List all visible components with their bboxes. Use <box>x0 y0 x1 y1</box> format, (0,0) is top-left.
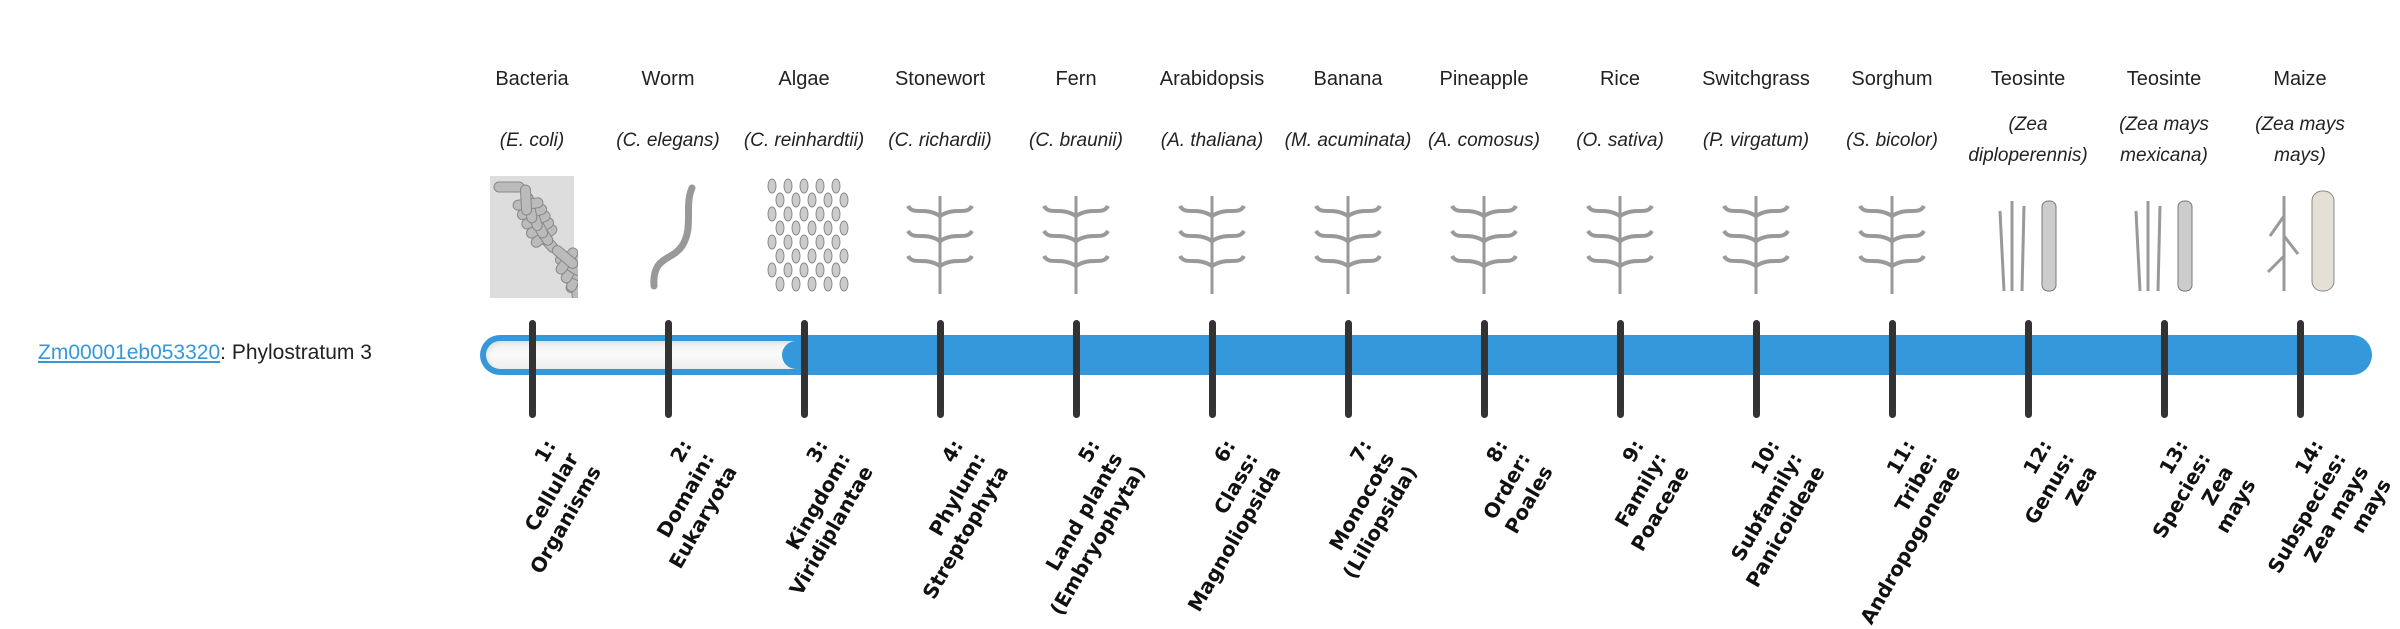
stratum-label-text: 6: Class: Magnoliopsida <box>1182 435 1286 616</box>
organism-common-name: Bacteria <box>495 68 569 90</box>
stratum-label-text: 4: Phylum: Streptophyta <box>917 435 1014 604</box>
stonewort-icon <box>906 196 974 294</box>
organism-scientific-name: (A. thaliana) <box>1160 129 1264 151</box>
stratum-tick <box>1072 320 1080 418</box>
organism-scientific-name: (P. virgatum) <box>1702 129 1810 151</box>
organism-common-name: Algae <box>778 68 830 90</box>
organism-scientific-name: (A. comosus) <box>1428 129 1540 151</box>
stratum-label-text: 3: Kingdom: Viridiplantae <box>780 435 878 600</box>
worm-icon <box>650 184 696 290</box>
stratum-label-text: 2: Domain: Eukaryota <box>651 435 742 573</box>
fern-icon <box>1042 196 1110 294</box>
stratum-tick <box>1208 320 1216 418</box>
stratum-tick <box>1616 320 1624 418</box>
stratum-tick <box>2024 320 2032 418</box>
stratum-label-text: 11: Tribe: Andropogoneae <box>1855 435 1966 629</box>
stratum-tick <box>1752 320 1760 418</box>
stratum-tick <box>1480 320 1488 418</box>
organism-common-name: Maize <box>2273 68 2327 90</box>
arabidopsis-icon <box>1178 196 1246 294</box>
organism-scientific-name: (O. sativa) <box>1576 129 1664 151</box>
stratum-label-text: 7: Monocots (Liliopsida) <box>1323 435 1422 583</box>
organism-common-name: Worm <box>641 68 695 90</box>
organism-scientific-name: (Zea mays mays) <box>2255 114 2345 166</box>
organism-common-name: Sorghum <box>1851 68 1933 90</box>
organism-common-name: Fern <box>1055 68 1097 90</box>
stratum-tick <box>936 320 944 418</box>
rice-icon <box>1586 196 1654 294</box>
bacteria-icon <box>490 176 578 298</box>
stratum-tick <box>528 320 536 418</box>
organism-common-name: Teosinte <box>2126 68 2202 90</box>
organism-scientific-name: (Zea mays mexicana) <box>2119 114 2209 166</box>
organism-common-name: Rice <box>1599 68 1640 90</box>
stratum-label-text: 9: Family: Poaceae <box>1609 435 1694 556</box>
stratum-label-text: 8: Order: Poales <box>1477 435 1558 538</box>
organism-scientific-name: (Zea diploperennis) <box>1968 114 2088 166</box>
maize-icon <box>2266 190 2335 292</box>
organism-scientific-name: (C. elegans) <box>616 129 720 151</box>
algae-icon <box>767 178 849 292</box>
pineapple-icon <box>1450 196 1518 294</box>
sorghum-icon <box>1858 196 1926 294</box>
stratum-label-text: 1: Cellular Organisms <box>518 435 606 578</box>
organism-scientific-name: (C. richardii) <box>888 129 992 151</box>
organism-common-name: Stonewort <box>894 68 986 90</box>
organism-common-name: Switchgrass <box>1702 68 1810 90</box>
organism-common-name: Pineapple <box>1439 68 1529 90</box>
organism-scientific-name: (S. bicolor) <box>1846 129 1938 151</box>
teosinte-icon <box>2134 200 2193 292</box>
organism-scientific-name: (E. coli) <box>499 129 565 151</box>
stratum-tick <box>1888 320 1896 418</box>
stratum-tick <box>664 320 672 418</box>
switchgrass-icon <box>1722 196 1790 294</box>
bar-empty-region <box>486 341 796 369</box>
organism-scientific-name: (C. braunii) <box>1029 129 1123 151</box>
organism-common-name: Teosinte <box>1990 68 2066 90</box>
stratum-label-text: 12: Genus: Zea <box>2017 435 2102 529</box>
organism-common-name: Banana <box>1313 68 1383 90</box>
stratum-tick <box>1344 320 1352 418</box>
banana-icon <box>1314 196 1382 294</box>
stratum-tick <box>800 320 808 418</box>
teosinte-icon <box>1998 200 2057 292</box>
organism-common-name: Arabidopsis <box>1159 68 1265 90</box>
stratum-tick <box>2160 320 2168 418</box>
gene-label: Zm00001eb053320: Phylostratum 3 <box>38 341 372 365</box>
stratum-label-text: 10: Subfamily: Panicoideae <box>1725 435 1830 592</box>
stratum-label-text: 14: Subspecies: Zea mays mays <box>2262 435 2397 578</box>
phylostratum-text: : Phylostratum 3 <box>220 341 372 364</box>
stratum-label-text: 5: Land plants (Embryophyta) <box>1040 435 1150 620</box>
organism-scientific-name: (M. acuminata) <box>1284 129 1412 151</box>
organism-scientific-name: (C. reinhardtii) <box>743 129 865 151</box>
phylostratum-bar <box>480 335 2372 375</box>
stratum-tick <box>2296 320 2304 418</box>
gene-link[interactable]: Zm00001eb053320 <box>38 341 221 364</box>
